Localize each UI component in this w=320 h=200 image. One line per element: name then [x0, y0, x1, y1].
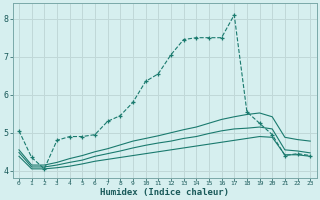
- X-axis label: Humidex (Indice chaleur): Humidex (Indice chaleur): [100, 188, 229, 197]
